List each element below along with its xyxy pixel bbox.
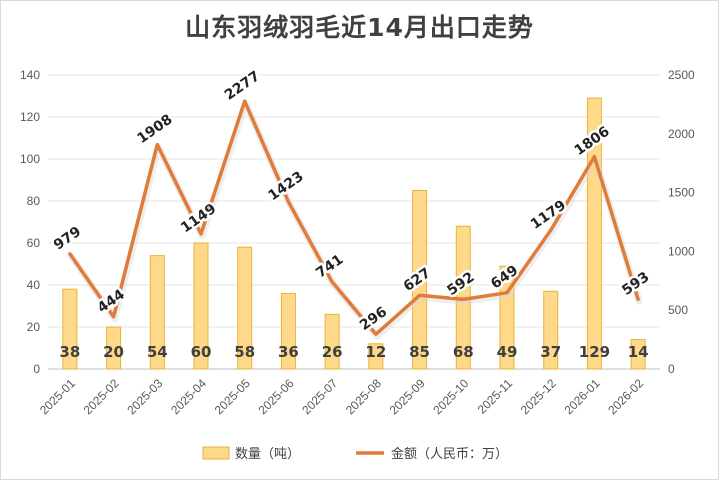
bar-quantity xyxy=(149,255,165,370)
y-tick-left: 80 xyxy=(27,194,41,208)
x-tick-label: 2025-07 xyxy=(299,376,340,417)
legend-label-amount: 金额（人民币：万） xyxy=(391,446,508,462)
chart-title: 山东羽绒羽毛近14月出口走势 xyxy=(185,13,534,42)
x-tick-label: 2025-09 xyxy=(387,376,428,417)
bar-quantity xyxy=(368,343,384,370)
bar-quantity xyxy=(62,288,78,370)
legend-label-quantity: 数量（吨） xyxy=(235,447,300,462)
y-tick-left: 120 xyxy=(20,110,40,124)
quantity-label: 37 xyxy=(540,343,561,361)
y-tick-left: 20 xyxy=(27,320,41,334)
x-tick-label: 2026-01 xyxy=(561,376,602,417)
y-tick-right: 0 xyxy=(668,362,675,376)
quantity-label: 26 xyxy=(322,343,343,361)
y-tick-left: 60 xyxy=(27,236,41,250)
x-tick-label: 2025-03 xyxy=(124,376,165,417)
x-tick-label: 2026-02 xyxy=(605,376,646,417)
x-tick-label: 2025-02 xyxy=(81,376,122,417)
x-tick-label: 2025-06 xyxy=(255,376,296,417)
x-tick-label: 2025-10 xyxy=(430,376,471,417)
bar-quantity xyxy=(543,290,559,370)
quantity-label: 12 xyxy=(365,343,386,361)
quantity-label: 36 xyxy=(278,343,299,361)
quantity-label: 38 xyxy=(59,343,80,361)
x-tick-label: 2025-08 xyxy=(343,376,384,417)
y-tick-right: 2000 xyxy=(668,127,695,141)
bar-quantity xyxy=(193,242,209,370)
bar-quantity xyxy=(324,313,340,370)
amount-label: 2277 xyxy=(222,68,263,103)
y-tick-right: 2500 xyxy=(668,68,695,82)
y-tick-left: 0 xyxy=(33,362,40,376)
y-tick-left: 140 xyxy=(20,68,40,82)
legend-swatch-bar xyxy=(202,446,230,460)
bar-quantity xyxy=(106,326,122,370)
quantity-label: 14 xyxy=(628,343,649,361)
quantity-label: 85 xyxy=(409,343,430,361)
quantity-label: 129 xyxy=(579,343,610,361)
quantity-label: 60 xyxy=(191,343,212,361)
bar-quantity xyxy=(630,339,646,370)
x-tick-label: 2025-11 xyxy=(475,376,516,417)
bar-quantity xyxy=(280,292,296,370)
y-tick-left: 40 xyxy=(27,278,41,292)
y-tick-right: 1000 xyxy=(668,244,695,258)
x-tick-label: 2025-04 xyxy=(168,376,209,417)
x-tick-label: 2025-01 xyxy=(37,376,78,417)
y-tick-right: 1500 xyxy=(668,186,695,200)
x-tick-label: 2025-12 xyxy=(518,376,559,417)
bar-quantity xyxy=(412,190,428,370)
y-tick-right: 500 xyxy=(668,303,688,317)
quantity-label: 54 xyxy=(147,343,168,361)
quantity-label: 58 xyxy=(234,343,255,361)
amount-label: 979 xyxy=(51,224,84,254)
y-tick-left: 100 xyxy=(20,152,40,166)
bar-quantity xyxy=(237,246,253,370)
quantity-label: 49 xyxy=(497,343,518,361)
quantity-label: 20 xyxy=(103,343,124,361)
line-amount xyxy=(68,99,640,336)
quantity-label: 68 xyxy=(453,343,474,361)
x-tick-label: 2025-05 xyxy=(212,376,253,417)
